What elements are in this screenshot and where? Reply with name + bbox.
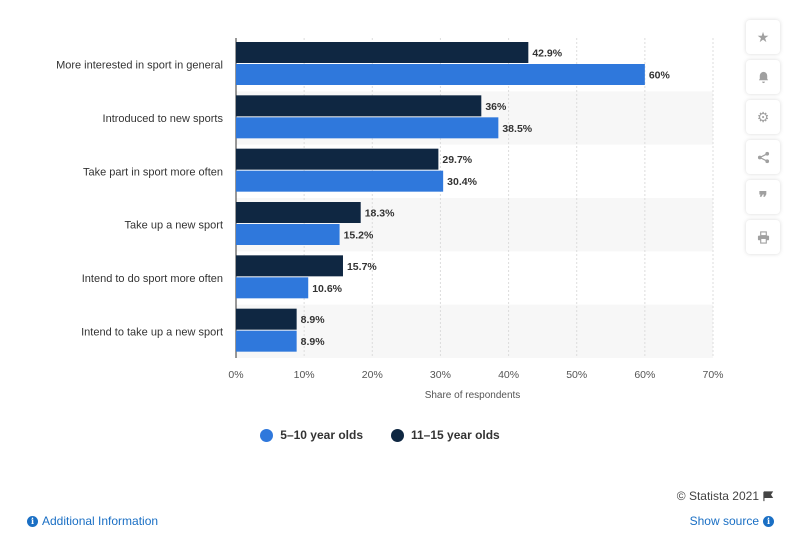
- info-icon: i: [763, 515, 774, 527]
- category-label: Intend to take up a new sport: [81, 326, 223, 338]
- data-label: 38.5%: [502, 123, 532, 135]
- legend-item-5-10[interactable]: 5–10 year olds: [260, 428, 363, 442]
- x-tick-label: 0%: [228, 369, 243, 381]
- show-source-link[interactable]: Show source i: [690, 514, 774, 528]
- data-label: 15.2%: [344, 230, 374, 242]
- copyright-text: © Statista 2021: [676, 489, 759, 503]
- category-label: Introduced to new sports: [103, 113, 224, 125]
- print-icon[interactable]: [746, 220, 780, 254]
- bar-chart: 0% 10% 20% 30% 40% 50% 60% 70% More interested i…: [56, 38, 724, 401]
- gear-icon[interactable]: ⚙: [746, 100, 780, 134]
- legend: 5–10 year olds 11–15 year olds: [0, 428, 760, 442]
- bar[interactable]: [236, 64, 645, 85]
- x-tick-label: 30%: [430, 369, 451, 381]
- data-label: 42.9%: [532, 48, 562, 60]
- x-axis-title: Share of respondents: [425, 390, 521, 401]
- x-tick-label: 60%: [634, 369, 655, 381]
- bar[interactable]: [236, 202, 361, 223]
- x-tick-label: 20%: [362, 369, 383, 381]
- category-label: More interested in sport in general: [56, 60, 223, 72]
- quote-icon[interactable]: ❞: [746, 180, 780, 214]
- x-tick-label: 70%: [702, 369, 723, 381]
- row-band: [236, 304, 713, 358]
- chart-toolbar: ★ ⚙ ❞: [746, 20, 780, 254]
- data-label: 15.7%: [347, 261, 377, 273]
- additional-information-link[interactable]: i Additional Information: [27, 514, 158, 528]
- bar[interactable]: [236, 148, 439, 170]
- additional-information-label: Additional Information: [42, 514, 159, 528]
- flag-icon: [763, 490, 774, 501]
- data-label: 10.6%: [312, 283, 342, 295]
- bar[interactable]: [236, 170, 444, 192]
- bar[interactable]: [236, 277, 309, 299]
- bar[interactable]: [236, 255, 343, 277]
- bar[interactable]: [236, 117, 499, 139]
- legend-dot-5-10: [260, 428, 274, 442]
- bar[interactable]: [236, 224, 340, 245]
- bar[interactable]: [236, 330, 297, 352]
- legend-item-11-15[interactable]: 11–15 year olds: [391, 428, 500, 442]
- data-label: 29.7%: [442, 154, 472, 166]
- legend-label-5-10: 5–10 year olds: [280, 428, 363, 442]
- data-label: 8.9%: [301, 314, 326, 326]
- data-label: 30.4%: [447, 176, 477, 188]
- copyright[interactable]: © Statista 2021: [677, 489, 774, 503]
- share-icon[interactable]: [746, 140, 780, 174]
- x-tick-label: 50%: [566, 369, 587, 381]
- bell-icon[interactable]: [746, 60, 780, 94]
- legend-label-11-15: 11–15 year olds: [411, 428, 500, 442]
- show-source-label: Show source: [689, 514, 759, 528]
- x-tick-label: 10%: [294, 369, 315, 381]
- data-label: 8.9%: [301, 336, 326, 348]
- data-label: 36%: [485, 101, 507, 113]
- bar[interactable]: [236, 42, 529, 63]
- legend-dot-11-15: [391, 428, 404, 442]
- category-label: Take up a new sport: [125, 220, 223, 232]
- bar[interactable]: [236, 95, 482, 117]
- x-tick-label: 40%: [498, 369, 519, 381]
- category-label: Intend to do sport more often: [82, 273, 223, 285]
- category-label: Take part in sport more often: [83, 166, 223, 178]
- star-icon[interactable]: ★: [746, 20, 780, 54]
- data-label: 18.3%: [365, 208, 395, 220]
- data-label: 60%: [649, 70, 671, 82]
- info-icon: i: [27, 515, 38, 527]
- bar[interactable]: [236, 308, 297, 330]
